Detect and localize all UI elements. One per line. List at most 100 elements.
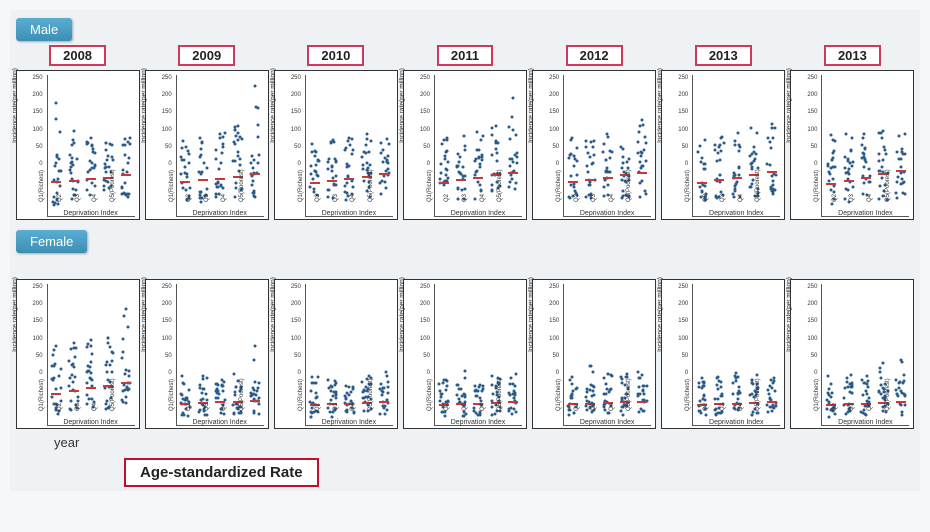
data-point <box>186 415 189 418</box>
data-point <box>704 162 707 165</box>
data-point <box>441 142 444 145</box>
scatter-panel: Incidence rate(per million)0501001502002… <box>790 279 914 429</box>
data-point <box>326 160 329 163</box>
data-point <box>642 123 645 126</box>
data-point <box>439 162 442 165</box>
panel-wrap: 2013Incidence rate(per million)050100150… <box>660 45 787 220</box>
data-point <box>490 153 493 156</box>
panel-wrap: 2008Incidence rate(per million)050100150… <box>14 45 141 220</box>
data-point <box>126 325 129 328</box>
data-point <box>107 155 110 158</box>
data-point <box>749 127 752 130</box>
data-point <box>463 369 466 372</box>
data-point <box>900 165 903 168</box>
y-ticks: 050100150200250 <box>146 284 174 376</box>
data-point <box>111 156 114 159</box>
data-point <box>236 155 239 158</box>
data-point <box>645 141 648 144</box>
data-point <box>309 415 312 418</box>
year-word: year <box>14 435 916 450</box>
panel-wrap: Incidence rate(per million)0501001502002… <box>272 257 399 429</box>
data-point <box>348 143 351 146</box>
data-point <box>771 137 774 140</box>
data-point <box>236 124 239 127</box>
data-point <box>249 161 252 164</box>
data-point <box>124 138 127 141</box>
data-point <box>703 138 706 141</box>
data-point <box>380 152 383 155</box>
data-point <box>361 163 364 166</box>
data-point <box>111 370 114 373</box>
data-point <box>899 157 902 160</box>
panel-wrap: 2013Incidence rate(per million)050100150… <box>789 45 916 220</box>
data-point <box>639 150 642 153</box>
data-point <box>70 165 73 168</box>
data-point <box>593 153 596 156</box>
data-point <box>123 315 126 318</box>
scatter-panel: Incidence rate(per million)0501001502002… <box>145 70 269 220</box>
data-point <box>383 412 386 415</box>
data-point <box>206 413 209 416</box>
data-point <box>477 149 480 152</box>
data-point <box>72 342 75 345</box>
data-point <box>104 363 107 366</box>
data-point <box>310 142 313 145</box>
data-point <box>443 154 446 157</box>
data-point <box>234 142 237 145</box>
y-ticks: 050100150200250 <box>791 75 819 167</box>
scatter-panel: Incidence rate(per million)0501001502002… <box>274 70 398 220</box>
data-point <box>494 140 497 143</box>
data-point <box>491 374 494 377</box>
data-point <box>903 152 906 155</box>
data-point <box>881 165 884 168</box>
data-point <box>444 414 447 417</box>
data-point <box>86 364 89 367</box>
data-point <box>622 148 625 151</box>
data-point <box>93 152 96 155</box>
data-point <box>621 156 624 159</box>
data-point <box>826 374 829 377</box>
scatter-panel: Incidence rate(per million)0501001502002… <box>403 70 527 220</box>
data-point <box>769 141 772 144</box>
data-point <box>508 158 511 161</box>
data-point <box>608 156 611 159</box>
panel-wrap: 2009Incidence rate(per million)050100150… <box>143 45 270 220</box>
data-point <box>236 151 239 154</box>
data-point <box>76 158 79 161</box>
data-point <box>605 159 608 162</box>
data-point <box>90 143 93 146</box>
data-point <box>750 162 753 165</box>
data-point <box>89 361 92 364</box>
data-point <box>904 133 907 136</box>
y-ticks: 050100150200250 <box>17 75 45 167</box>
x-axis-title: Deprivation Index <box>692 419 780 426</box>
y-ticks: 050100150200250 <box>404 284 432 376</box>
data-point <box>895 150 898 153</box>
scatter-panel: Incidence rate(per million)0501001502002… <box>145 279 269 429</box>
data-point <box>352 148 355 151</box>
panel-wrap: Incidence rate(per million)0501001502002… <box>789 257 916 429</box>
data-point <box>721 136 724 139</box>
data-point <box>575 146 578 149</box>
data-point <box>365 138 368 141</box>
data-point <box>900 413 903 416</box>
data-point <box>221 143 224 146</box>
data-point <box>511 116 514 119</box>
data-point <box>57 412 60 415</box>
x-ticks: Q1(Richest)Q2Q3Q4Q5(Poorest) <box>176 378 264 410</box>
data-point <box>73 141 76 144</box>
data-point <box>481 154 484 157</box>
data-point <box>313 149 316 152</box>
data-point <box>719 150 722 153</box>
data-point <box>180 147 183 150</box>
data-point <box>863 132 866 135</box>
scatter-panel: Incidence rate(per million)0501001502002… <box>274 279 398 429</box>
data-point <box>512 96 515 99</box>
data-point <box>739 145 742 148</box>
data-point <box>637 141 640 144</box>
x-axis-title: Deprivation Index <box>563 419 651 426</box>
data-point <box>508 137 511 140</box>
male-row: 2008Incidence rate(per million)050100150… <box>14 45 916 220</box>
data-point <box>110 360 113 363</box>
data-point <box>572 155 575 158</box>
